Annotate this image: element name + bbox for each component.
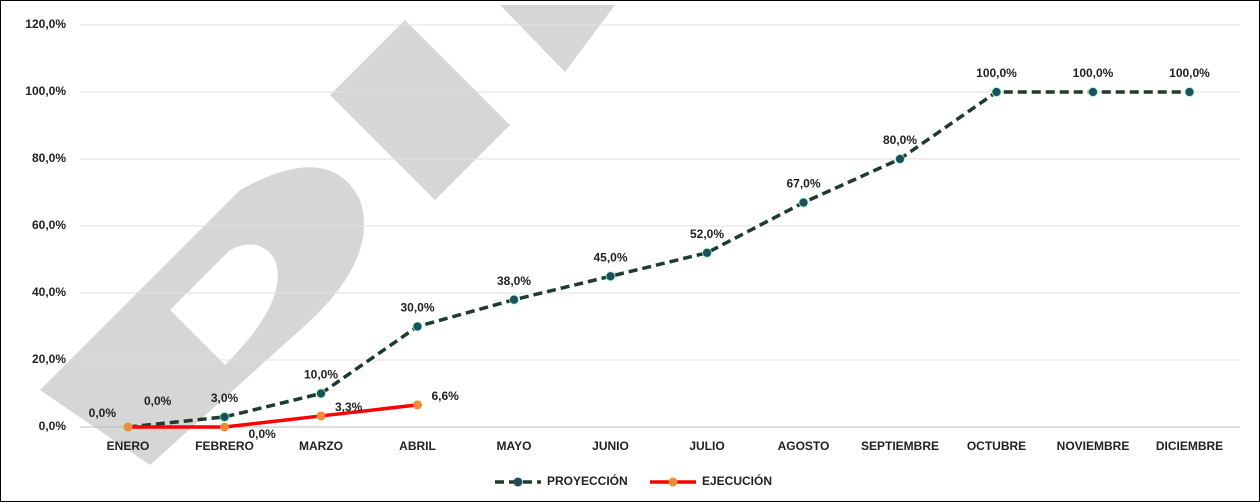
x-tick-label: AGOSTO	[778, 439, 830, 453]
data-label: 45,0%	[593, 250, 627, 264]
data-label: 80,0%	[883, 133, 917, 147]
y-tick-label: 60,0%	[32, 218, 66, 232]
legend-marker	[669, 478, 678, 487]
marker	[703, 248, 712, 257]
legend-label: EJECUCIÓN	[702, 473, 772, 488]
x-tick-label: JUNIO	[592, 439, 629, 453]
data-label: 67,0%	[786, 177, 820, 191]
marker	[317, 389, 326, 398]
marker	[896, 155, 905, 164]
x-tick-label: JULIO	[689, 439, 724, 453]
marker	[317, 411, 326, 420]
chart: 0,0% 20,0% 40,0% 60,0% 80,0% 100,0% 120,0% ENER…	[0, 0, 1260, 502]
x-tick-label: ENERO	[107, 439, 150, 453]
data-label: 0,0%	[89, 406, 117, 420]
x-tick-label: DICIEMBRE	[1156, 439, 1223, 453]
x-tick-label: FEBRERO	[195, 439, 254, 453]
y-tick-label: 100,0%	[25, 84, 66, 98]
legend-label: PROYECCIÓN	[547, 473, 628, 488]
data-label: 100,0%	[1073, 66, 1114, 80]
data-label: 0,0%	[144, 394, 172, 408]
data-label: 6,6%	[432, 389, 460, 403]
x-tick-label: MARZO	[299, 439, 343, 453]
data-label: 52,0%	[690, 227, 724, 241]
marker	[220, 412, 229, 421]
marker	[606, 272, 615, 281]
x-tick-label: MAYO	[497, 439, 532, 453]
data-label: 10,0%	[304, 368, 338, 382]
data-label: 0,0%	[249, 427, 277, 441]
data-label: 100,0%	[1169, 66, 1210, 80]
marker	[992, 88, 1001, 97]
marker	[510, 295, 519, 304]
data-label: 30,0%	[400, 301, 434, 315]
y-tick-label: 120,0%	[25, 17, 66, 31]
marker	[413, 322, 422, 331]
data-label: 100,0%	[976, 66, 1017, 80]
marker	[124, 423, 133, 432]
legend-marker	[514, 478, 523, 487]
marker	[1089, 88, 1098, 97]
marker	[799, 198, 808, 207]
data-label: 38,0%	[497, 274, 531, 288]
data-label: 3,0%	[211, 391, 239, 405]
y-tick-label: 80,0%	[32, 151, 66, 165]
x-tick-label: ABRIL	[399, 439, 436, 453]
x-tick-label: SEPTIEMBRE	[861, 439, 939, 453]
x-tick-label: NOVIEMBRE	[1057, 439, 1130, 453]
y-tick-label: 40,0%	[32, 285, 66, 299]
y-tick-label: 20,0%	[32, 352, 66, 366]
data-label: 3,3%	[335, 400, 363, 414]
y-tick-label: 0,0%	[39, 419, 67, 433]
marker	[1185, 88, 1194, 97]
marker	[220, 423, 229, 432]
x-tick-label: OCTUBRE	[967, 439, 1026, 453]
marker	[413, 400, 422, 409]
